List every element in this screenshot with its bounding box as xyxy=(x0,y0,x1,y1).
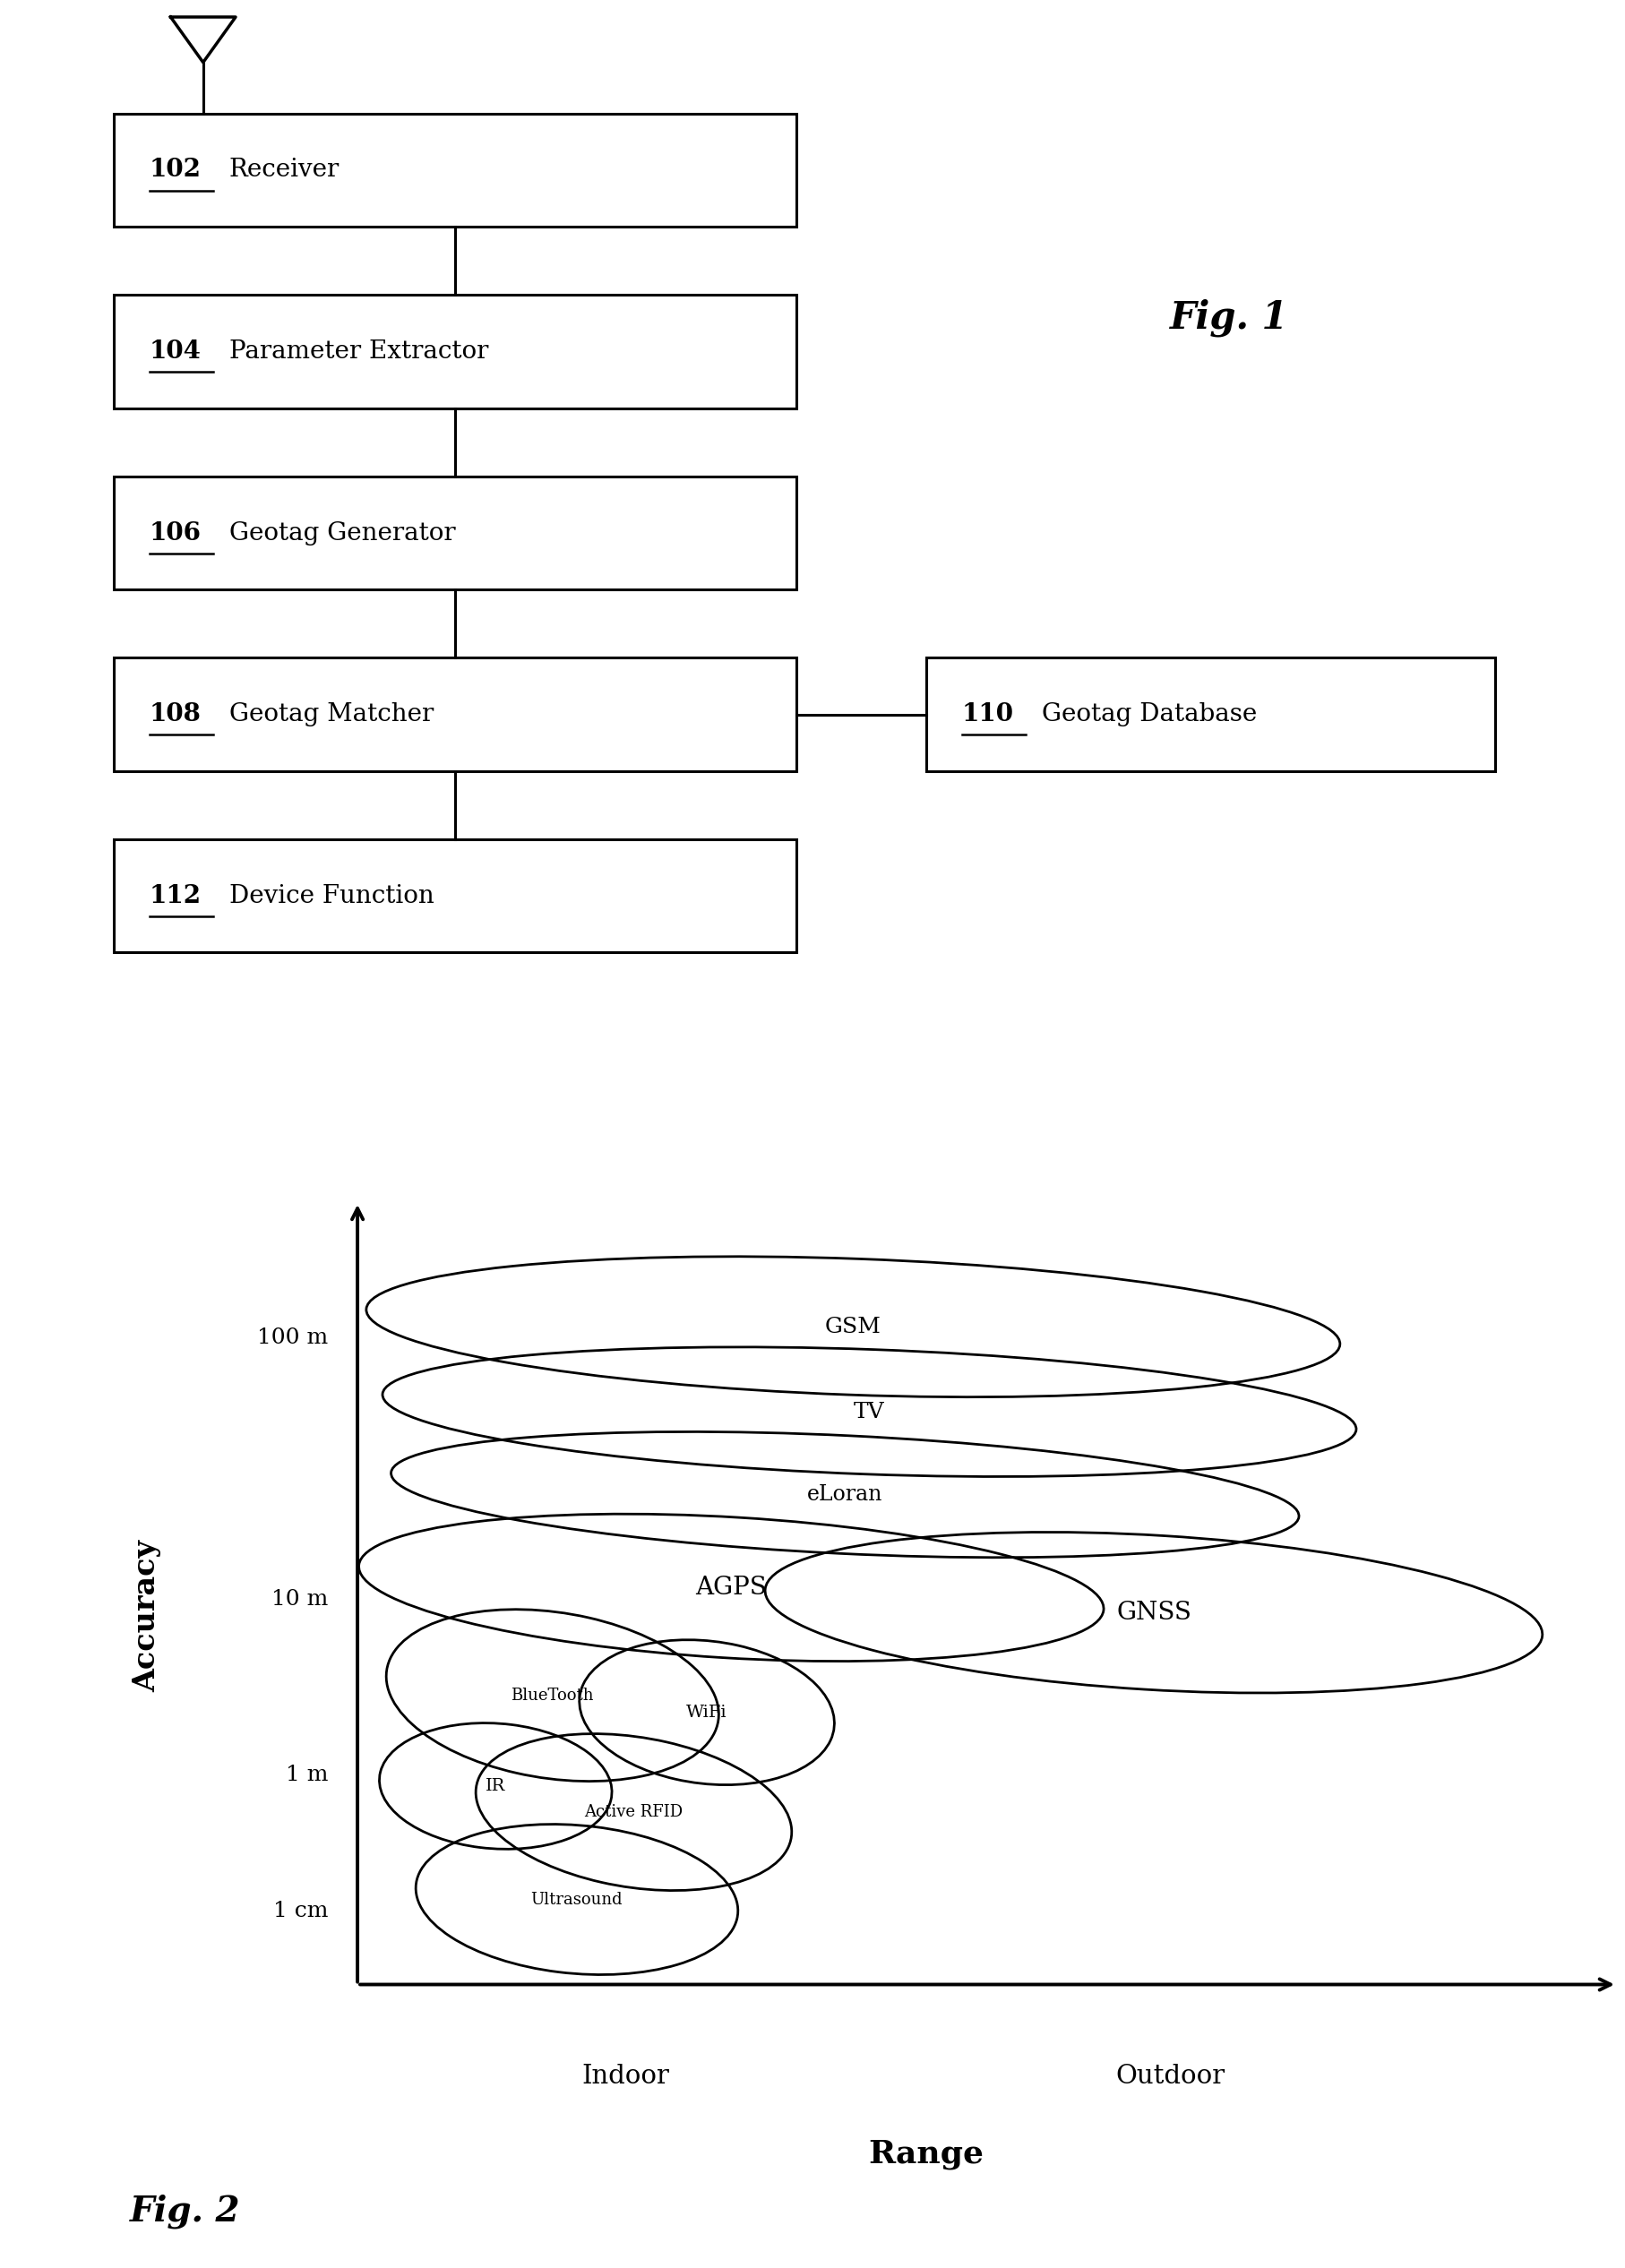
Text: Accuracy: Accuracy xyxy=(132,1540,161,1692)
Text: Fig. 2: Fig. 2 xyxy=(130,2193,240,2229)
Text: 106: 106 xyxy=(150,522,202,544)
Text: Indoor: Indoor xyxy=(582,2064,669,2089)
Text: Ultrasound: Ultrasound xyxy=(531,1892,622,1907)
Bar xyxy=(114,658,796,771)
Text: 1 m: 1 m xyxy=(286,1765,328,1785)
Text: 10 m: 10 m xyxy=(271,1588,328,1610)
Text: GSM: GSM xyxy=(826,1315,881,1338)
Text: Range: Range xyxy=(868,2139,985,2170)
Text: Geotag Database: Geotag Database xyxy=(1042,703,1256,726)
Text: WiFi: WiFi xyxy=(686,1703,728,1721)
Bar xyxy=(926,658,1495,771)
Text: 112: 112 xyxy=(150,885,202,907)
Text: Parameter Extractor: Parameter Extractor xyxy=(229,340,489,363)
Text: 108: 108 xyxy=(150,703,202,726)
Text: TV: TV xyxy=(853,1402,886,1422)
Text: 1 cm: 1 cm xyxy=(273,1901,328,1921)
Text: Active RFID: Active RFID xyxy=(585,1803,682,1821)
Text: 104: 104 xyxy=(150,340,202,363)
Text: eLoran: eLoran xyxy=(808,1483,882,1506)
Text: GNSS: GNSS xyxy=(1116,1601,1191,1624)
Text: Outdoor: Outdoor xyxy=(1115,2064,1225,2089)
Text: IR: IR xyxy=(486,1778,505,1794)
Bar xyxy=(114,839,796,953)
Text: 100 m: 100 m xyxy=(257,1327,328,1349)
Text: 102: 102 xyxy=(150,159,202,181)
Text: Device Function: Device Function xyxy=(229,885,434,907)
Bar xyxy=(114,295,796,408)
Text: Receiver: Receiver xyxy=(229,159,340,181)
Polygon shape xyxy=(171,16,236,64)
Text: BlueTooth: BlueTooth xyxy=(512,1687,593,1703)
Text: Geotag Matcher: Geotag Matcher xyxy=(229,703,434,726)
Text: AGPS: AGPS xyxy=(695,1576,767,1599)
Bar xyxy=(114,476,796,590)
Text: Fig. 1: Fig. 1 xyxy=(1170,299,1289,336)
Bar xyxy=(114,113,796,227)
Text: 110: 110 xyxy=(962,703,1014,726)
Text: Geotag Generator: Geotag Generator xyxy=(229,522,455,544)
